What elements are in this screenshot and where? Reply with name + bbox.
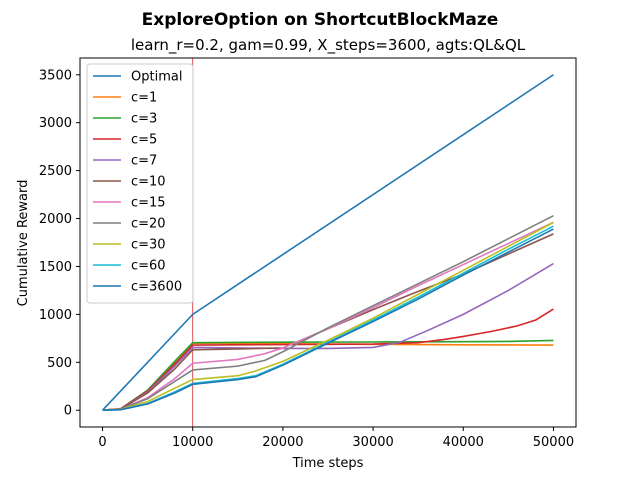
series-line-10: [102, 228, 554, 412]
y-axis-label: Cumulative Reward: [16, 180, 31, 307]
x-tick-label: 20000: [262, 435, 303, 450]
x-tick-label: 10000: [172, 435, 213, 450]
y-tick-label: 3500: [39, 68, 72, 83]
legend-entry: c=3600: [131, 280, 182, 295]
y-tick-label: 2500: [39, 164, 72, 179]
legend-entry: c=7: [131, 154, 157, 169]
legend-entry: Optimal: [131, 70, 182, 85]
series-line-0: [101, 74, 554, 411]
y-tick-label: 0: [64, 404, 72, 419]
legend-entry: c=5: [131, 133, 157, 148]
legend-entry: c=20: [131, 217, 166, 232]
chart-title: ExploreOption on ShortcutBlockMaze: [142, 10, 499, 30]
legend-entry: c=10: [131, 175, 166, 190]
legend-entry: c=15: [131, 196, 166, 211]
plot-area: [101, 58, 554, 427]
x-axis-label: Time steps: [292, 456, 364, 471]
legend-entry: c=60: [131, 259, 166, 274]
y-axis: 0 500 1000 1500 2000 2500 3000 3500: [39, 68, 80, 419]
series-line-6: [102, 221, 554, 412]
y-tick-label: 2000: [39, 212, 72, 227]
x-tick-label: 0: [98, 435, 106, 450]
legend-entry: c=30: [131, 238, 166, 253]
series-line-4: [102, 262, 554, 412]
y-tick-label: 1500: [39, 260, 72, 275]
legend-entry: c=3: [131, 112, 157, 127]
chart-subtitle: learn_r=0.2, gam=0.99, X_steps=3600, agt…: [131, 36, 526, 55]
x-tick-label: 30000: [352, 435, 393, 450]
x-axis: 0 10000 20000 30000 40000 50000: [98, 427, 574, 450]
legend-entry: c=1: [131, 91, 157, 106]
y-tick-label: 500: [47, 356, 72, 371]
y-tick-label: 3000: [39, 116, 72, 131]
x-tick-label: 50000: [533, 435, 574, 450]
x-tick-label: 40000: [443, 435, 484, 450]
plot-frame: [79, 57, 577, 428]
y-tick-label: 1000: [39, 308, 72, 323]
series-line-7: [102, 214, 554, 412]
series-line-8: [102, 221, 554, 412]
legend: Optimal c=1 c=3 c=5 c=7 c=10 c=15 c=20 c=30 c=60 c…: [86, 63, 194, 304]
